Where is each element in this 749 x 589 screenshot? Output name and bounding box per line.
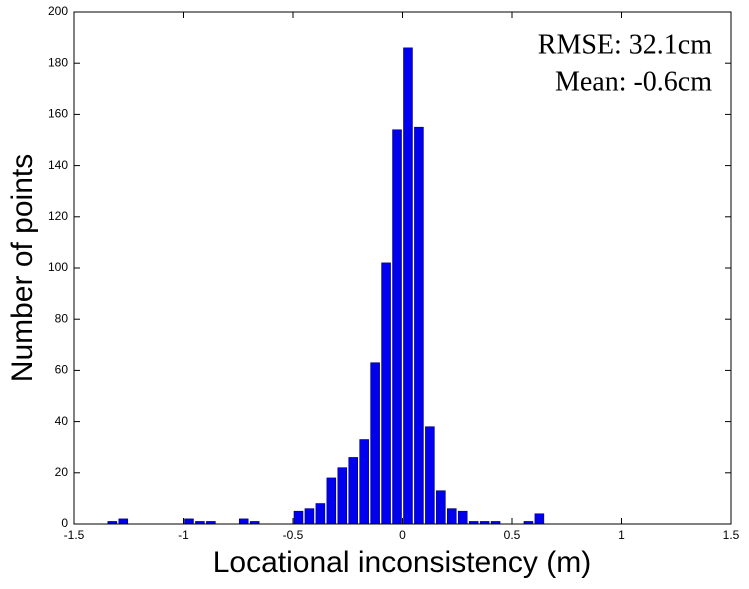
- y-tick-label: 160: [48, 107, 68, 121]
- bar: [392, 129, 402, 525]
- bar: [425, 426, 435, 525]
- x-tick-label: -1: [178, 528, 189, 542]
- x-tick-label: -1.5: [64, 528, 85, 542]
- annotation: Mean: -0.6cm: [555, 66, 712, 97]
- y-tick-label: 140: [48, 158, 68, 172]
- bar: [370, 362, 380, 525]
- bar: [337, 467, 348, 525]
- y-tick-label: 0: [61, 516, 68, 530]
- bar: [326, 477, 337, 525]
- y-tick-label: 20: [55, 465, 69, 479]
- bar: [436, 490, 446, 525]
- bar: [304, 508, 315, 525]
- bar: [457, 510, 468, 525]
- bar: [293, 510, 304, 525]
- bar: [381, 262, 391, 525]
- y-tick-label: 60: [55, 363, 69, 377]
- x-tick-label: 1: [618, 528, 625, 542]
- bar: [534, 513, 545, 525]
- bar: [184, 518, 194, 525]
- y-tick-label: 80: [55, 311, 69, 325]
- y-tick-label: 40: [55, 414, 69, 428]
- y-tick-label: 200: [48, 4, 68, 18]
- bar: [238, 518, 249, 525]
- y-axis-label: Number of points: [6, 154, 39, 382]
- annotation: RMSE: 32.1cm: [538, 29, 712, 60]
- y-tick-label: 180: [48, 55, 68, 69]
- bar: [446, 508, 457, 525]
- bar: [359, 439, 369, 525]
- bar: [118, 518, 129, 525]
- bar: [315, 503, 326, 525]
- x-tick-label: 1.5: [723, 528, 740, 542]
- x-tick-label: 0: [399, 528, 406, 542]
- y-tick-label: 100: [48, 260, 68, 274]
- bar: [348, 457, 358, 525]
- bar: [403, 47, 413, 525]
- x-axis-label: Locational inconsistency (m): [213, 546, 592, 579]
- x-tick-label: 0.5: [504, 528, 521, 542]
- y-tick-label: 120: [48, 209, 68, 223]
- bar: [414, 126, 424, 525]
- x-tick-label: -0.5: [283, 528, 304, 542]
